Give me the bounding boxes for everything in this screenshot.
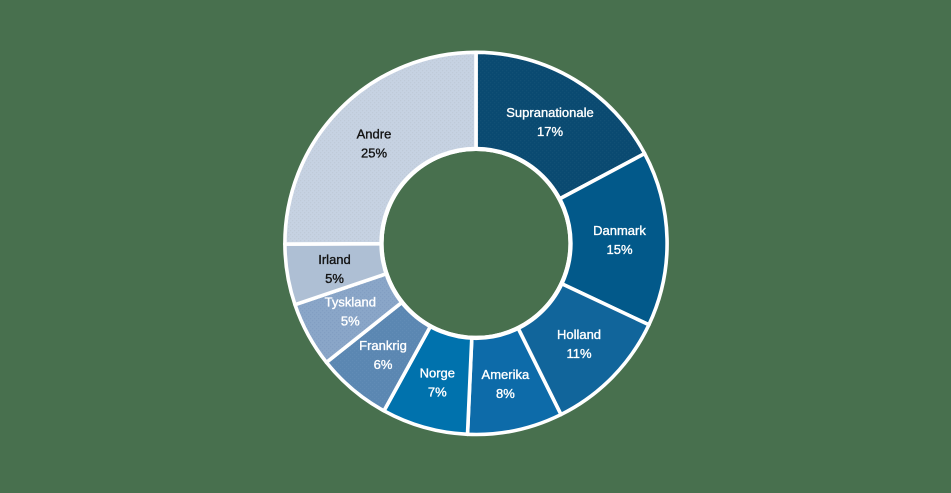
svg-text:25%: 25% (361, 146, 387, 161)
svg-text:7%: 7% (428, 385, 447, 400)
svg-text:Amerika: Amerika (482, 367, 530, 382)
svg-text:15%: 15% (606, 242, 632, 257)
svg-text:Irland: Irland (318, 252, 351, 267)
svg-text:5%: 5% (341, 314, 360, 329)
svg-text:Norge: Norge (420, 366, 455, 381)
svg-text:Tyskland: Tyskland (325, 295, 376, 310)
svg-text:8%: 8% (496, 386, 515, 401)
svg-text:11%: 11% (566, 346, 591, 361)
svg-text:Frankrig: Frankrig (359, 338, 407, 353)
svg-text:Supranationale: Supranationale (506, 105, 593, 120)
svg-text:Andre: Andre (357, 127, 392, 142)
svg-text:6%: 6% (374, 357, 393, 372)
svg-text:Holland: Holland (557, 327, 601, 342)
svg-text:17%: 17% (537, 124, 563, 139)
svg-text:5%: 5% (325, 271, 344, 286)
svg-text:Danmark: Danmark (593, 223, 646, 238)
